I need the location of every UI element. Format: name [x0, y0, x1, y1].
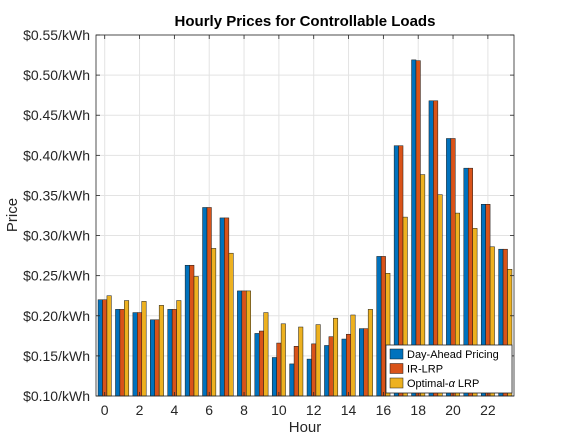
bar-s0-h14: [341, 338, 347, 397]
x-tick-label-4: 8: [240, 402, 248, 418]
y-tick-label-9: $0.55/kWh: [23, 27, 90, 43]
y-tick-label-8: $0.50/kWh: [23, 67, 90, 83]
bar-s0-h2: [132, 312, 138, 397]
x-tick-label-8: 16: [376, 402, 392, 418]
bar-s2-h10: [280, 323, 286, 397]
bar-s0-h16: [376, 256, 382, 397]
bar-s2-h12: [315, 324, 321, 397]
x-tick-label-10: 20: [445, 402, 461, 418]
bar-s1-h3: [154, 319, 160, 397]
chart-title: Hourly Prices for Controllable Loads: [175, 13, 436, 30]
bar-s1-h1: [119, 309, 125, 397]
x-tick-label-2: 4: [170, 402, 178, 418]
legend-swatch-1: [389, 363, 404, 374]
bar-s2-h8: [246, 290, 251, 397]
bar-s0-h4: [167, 309, 173, 397]
bar-s2-h13: [333, 317, 339, 397]
bar-s1-h7: [224, 217, 230, 397]
bar-s2-h6: [211, 248, 217, 397]
bar-s1-h5: [189, 264, 195, 397]
y-tick-label-4: $0.30/kWh: [23, 228, 90, 244]
x-axis-label: Hour: [289, 419, 322, 436]
bar-s2-h9: [263, 312, 269, 397]
x-tick-label-3: 6: [205, 402, 213, 418]
legend-label-2: Optimal-α LRP: [407, 378, 479, 390]
x-tick-label-6: 12: [306, 402, 322, 418]
bar-s0-h7: [219, 217, 225, 397]
bar-s2-h1: [124, 300, 130, 397]
bar-s0-h3: [150, 319, 155, 397]
bar-s1-h13: [328, 336, 334, 397]
bar-s1-h0: [102, 299, 108, 397]
bar-s1-h16: [380, 256, 386, 397]
bar-s0-h15: [359, 328, 364, 397]
y-tick-label-2: $0.20/kWh: [23, 308, 90, 324]
bar-s2-h2: [141, 301, 147, 397]
legend-box: [385, 344, 513, 394]
legend-swatch-2: [389, 377, 404, 389]
bar-s1-h2: [137, 312, 143, 397]
plot-area: [96, 35, 514, 396]
bar-s0-h6: [202, 207, 208, 397]
bar-s1-h9: [258, 330, 264, 397]
legend-label-1: IR-LRP: [407, 364, 443, 376]
grid: [96, 34, 514, 397]
x-tick-label-11: 22: [480, 402, 496, 418]
bar-s2-h0: [106, 295, 112, 397]
bar-s2-h7: [228, 252, 234, 397]
bar-s0-h5: [184, 264, 190, 397]
bar-s2-h3: [158, 305, 164, 397]
y-tick-label-1: $0.15/kWh: [23, 348, 90, 364]
legend-swatch-0: [389, 348, 404, 360]
bar-s1-h11: [293, 346, 299, 397]
bar-s0-h12: [306, 358, 312, 397]
bar-s1-h15: [363, 328, 369, 397]
bar-s1-h8: [241, 290, 247, 397]
tick-labels: $0.10/kWh $0.15/kWh $0.20/kWh $0.25/kWh $0.3…: [23, 27, 496, 418]
bar-s0-h8: [237, 290, 243, 397]
y-axis-label: Price: [4, 198, 21, 232]
bar-s1-h6: [206, 207, 212, 397]
axes-box: [95, 34, 515, 397]
legend-label-0: Day-Ahead Pricing: [407, 349, 499, 361]
bar-s2-h4: [176, 300, 182, 397]
y-tick-label-5: $0.35/kWh: [23, 187, 90, 203]
bar-s0-h1: [115, 309, 121, 397]
bar-s0-h10: [271, 357, 277, 397]
bar-s0-h11: [289, 363, 295, 397]
x-tick-label-0: 0: [101, 402, 109, 418]
bar-s0-h9: [254, 333, 260, 397]
bar-s1-h10: [276, 342, 282, 397]
bar-s0-h0: [97, 299, 103, 397]
y-tick-label-0: $0.10/kWh: [23, 388, 90, 404]
y-tick-label-3: $0.25/kWh: [23, 268, 90, 284]
bar-s2-h14: [350, 314, 356, 397]
bar-s0-h13: [324, 345, 330, 397]
x-tick-label-7: 14: [341, 402, 357, 418]
y-tick-label-7: $0.45/kWh: [23, 107, 90, 123]
bar-s2-h15: [367, 309, 373, 397]
y-tick-label-6: $0.40/kWh: [23, 147, 90, 163]
bar-s2-h5: [193, 276, 199, 397]
bar-s1-h12: [311, 343, 317, 397]
x-tick-label-9: 18: [410, 402, 426, 418]
legend: Day-Ahead Pricing IR-LRP Optimal-α LRP: [385, 344, 513, 394]
bar-s1-h4: [171, 309, 177, 397]
axes: [95, 34, 515, 397]
x-tick-label-1: 2: [136, 402, 144, 418]
bar-s2-h11: [298, 326, 304, 397]
bar-s1-h14: [346, 333, 352, 397]
x-tick-label-5: 10: [271, 402, 287, 418]
